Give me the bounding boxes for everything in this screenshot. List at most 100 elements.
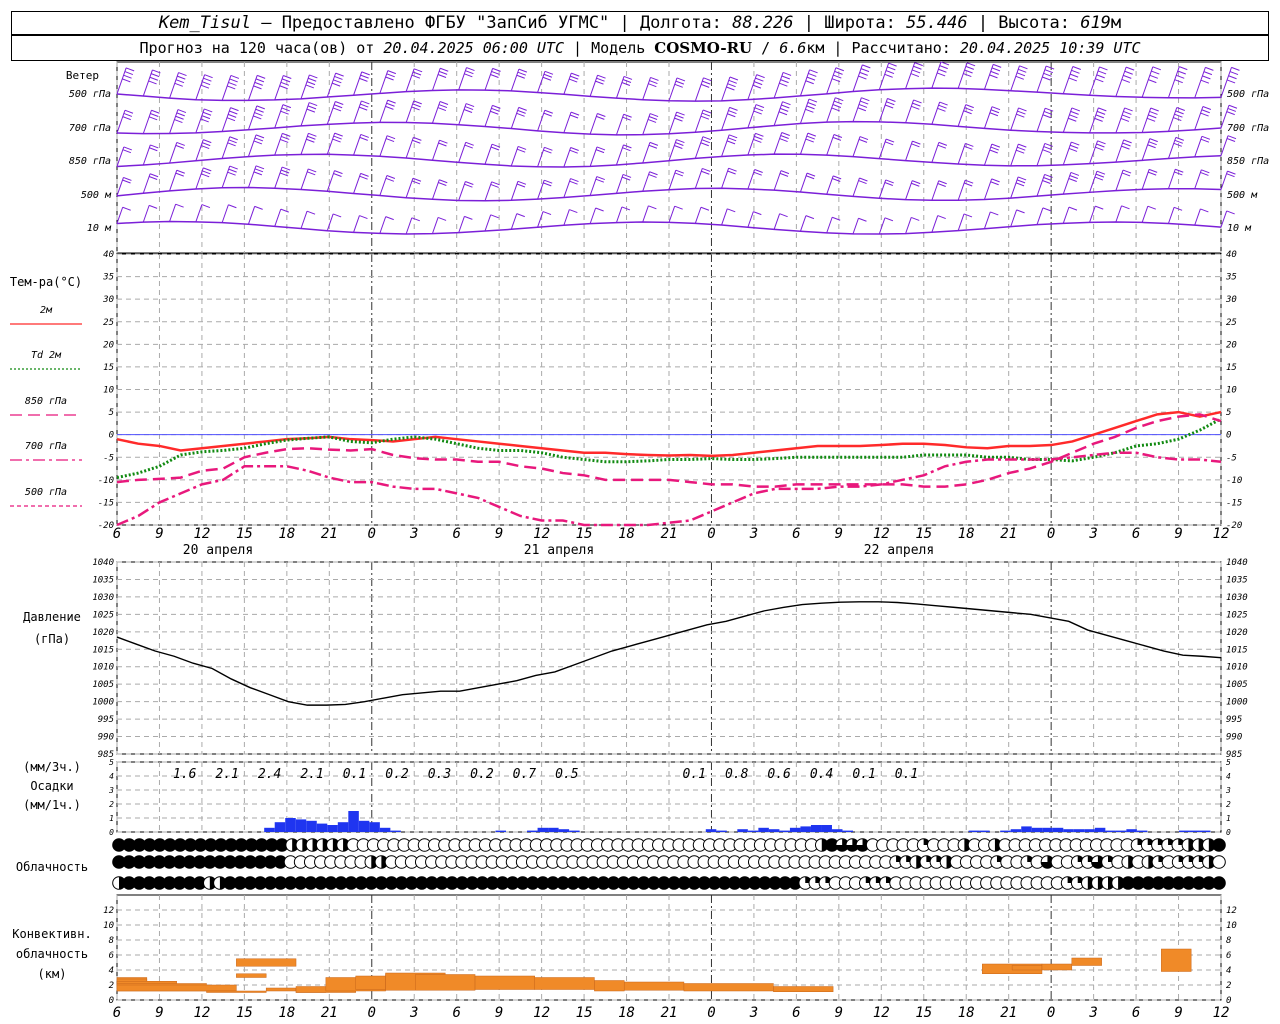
wind-barb	[274, 133, 283, 156]
wind-barb-flag	[858, 217, 867, 222]
pres-ytick-left: 995	[98, 715, 114, 725]
wind-barb-flag	[254, 81, 263, 86]
wind-barb	[826, 97, 836, 123]
precip-bar	[758, 827, 769, 832]
wind-barb	[379, 135, 388, 157]
wind-barb-flag	[335, 101, 344, 105]
conv-hour-label: 3	[749, 1005, 758, 1021]
temp-ytick-left: 30	[102, 295, 114, 305]
wind-barb-flag	[623, 113, 632, 118]
wind-barb	[300, 102, 310, 127]
wind-barb-flag	[1201, 135, 1211, 140]
wind-barb-flag	[754, 107, 764, 112]
cloud-fill	[173, 838, 187, 852]
cloud-fill	[587, 876, 600, 890]
wind-barb-flag	[756, 74, 765, 79]
pres-ytick-right: 1025	[1226, 610, 1248, 620]
precip-ytick-left: 5	[109, 758, 114, 767]
wind-barb-flag	[1149, 110, 1158, 115]
wind-barb	[195, 204, 203, 223]
precip-bar	[789, 827, 801, 832]
wind-barb-flag	[753, 81, 763, 86]
wind-barb	[169, 72, 179, 99]
temp-hour-label: 9	[835, 526, 843, 542]
wind-barb-flag	[1125, 66, 1135, 71]
wind-barb-flag	[464, 215, 473, 220]
pres-ytick-right: 1020	[1226, 628, 1248, 638]
wind-barb-flag	[411, 217, 420, 222]
wind-barb-flag	[727, 208, 736, 213]
temp-hour-label: 18	[278, 526, 295, 542]
wind-barb	[1062, 141, 1072, 166]
cloud-fill	[788, 876, 802, 890]
wind-barb-flag	[596, 146, 606, 151]
precip-3h-label: 0.4	[810, 767, 833, 782]
wind-barb-flag	[332, 138, 341, 143]
conv-layer	[415, 974, 476, 991]
wind-barb-flag	[857, 107, 867, 112]
wind-barb	[1010, 176, 1019, 199]
conv-hour-label: 0	[368, 1005, 376, 1021]
conv-ytick-left: 8	[109, 936, 114, 946]
wind-barb-flag	[437, 107, 447, 112]
wind-level-label-right: 850 гПа	[1227, 156, 1269, 167]
wind-barb-flag	[1016, 72, 1026, 77]
wind-barb-flag	[333, 104, 343, 109]
wind-barb-flag	[150, 144, 159, 149]
wind-barb	[510, 213, 518, 230]
wind-barb-flag	[780, 170, 790, 175]
precip-ytick-left: 2	[109, 800, 114, 809]
wind-barb	[589, 176, 598, 196]
wind-barb-flag	[204, 74, 213, 79]
temp-ytick-right: 25	[1226, 318, 1237, 328]
wind-barb	[957, 62, 968, 89]
wind-barb-flag	[229, 110, 238, 115]
wind-barb	[1010, 209, 1018, 227]
wind-barb-flag	[1148, 141, 1157, 146]
wind-barb	[1010, 65, 1020, 91]
wind-barb	[1062, 107, 1073, 133]
temp-ytick-right: 10	[1226, 386, 1237, 396]
wind-barb-flag	[465, 70, 474, 75]
wind-barb-flag	[622, 116, 631, 121]
conv-layer	[236, 973, 267, 978]
wind-barb-flag	[125, 67, 135, 72]
wind-barb	[1141, 206, 1149, 223]
wind-barb-flag	[361, 100, 370, 105]
wind-barb-flag	[437, 216, 447, 221]
precip-ytick-left: 4	[109, 772, 114, 781]
wind-barb-flag	[779, 107, 789, 112]
wind-barb-flag	[781, 104, 790, 109]
wind-barb-flag	[832, 216, 841, 221]
cloud-fill	[173, 855, 186, 869]
wind-barb-flag	[280, 138, 289, 143]
wind-barb-flag	[938, 180, 947, 185]
precip-bar	[390, 830, 401, 832]
wind-barb-flag	[649, 113, 659, 118]
wind-barb-flag	[1121, 205, 1130, 210]
wind-level-label-left: 500 гПа	[69, 89, 111, 100]
wind-barb-flag	[728, 110, 737, 115]
wind-barb-flag	[227, 113, 237, 118]
cloud-fill	[334, 876, 348, 890]
wind-barb	[957, 180, 966, 201]
wind-barb	[405, 137, 414, 159]
wind-barb-flag	[1071, 107, 1081, 112]
forecast-time: 20.04.2025 06:00 UTC	[383, 39, 564, 57]
cloud-fill	[1152, 876, 1165, 890]
wind-barb-flag	[858, 103, 868, 108]
precip-ytick-right: 1	[1226, 814, 1231, 823]
wind-barb	[1010, 107, 1019, 131]
cloud-fill	[1041, 855, 1054, 869]
wind-barb-flag	[1176, 107, 1185, 111]
wind-barb	[799, 215, 807, 232]
wind-level-line	[116, 153, 1222, 168]
wind-barb-flag	[1068, 77, 1077, 82]
precip-bar	[779, 830, 790, 832]
cloud-fill	[556, 876, 570, 890]
wind-barb-flag	[1094, 176, 1104, 181]
wind-barb-flag	[254, 205, 263, 210]
wind-barb-flag	[569, 149, 578, 154]
conv-hour-label: 0	[1047, 1005, 1055, 1021]
wind-barb-flag	[862, 64, 871, 69]
